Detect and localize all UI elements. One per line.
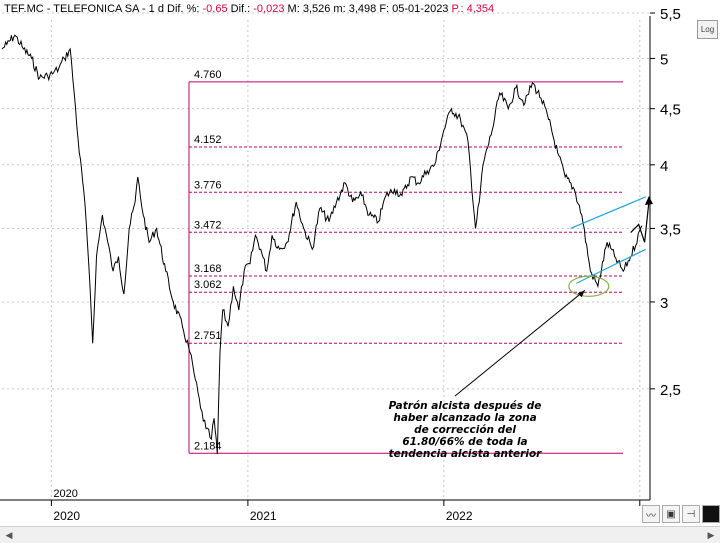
fill-square-icon[interactable]: ■ <box>702 505 720 523</box>
annotation-box: Patrón alcista después de haber alcanzad… <box>388 400 542 460</box>
interval: 1 d <box>148 3 164 15</box>
min-value: 3,498 <box>348 3 377 15</box>
dif-pct-value: -0,65 <box>202 3 228 15</box>
y-tick-label: 3 <box>660 295 668 312</box>
price-label: P.: <box>451 3 464 15</box>
x-tick-label: 2021 <box>250 509 277 523</box>
fib-level-label: 3.472 <box>194 219 222 231</box>
scroll-left-icon[interactable]: ◀ <box>5 529 13 540</box>
wave-tool-icon[interactable]: 〰 <box>642 505 660 523</box>
max-label: M: <box>287 3 300 15</box>
projection-arrowhead <box>644 195 653 205</box>
date-value: 05-01-2023 <box>392 3 449 15</box>
y-tick-label: 4 <box>660 158 668 175</box>
projection-zigzag <box>630 201 650 243</box>
log-scale-button[interactable]: Log <box>697 20 718 39</box>
dif-pct-label: Dif. %: <box>167 3 200 15</box>
annotation-pointer <box>454 289 586 397</box>
max-value: 3,526 <box>302 3 331 15</box>
dif-label: Dif.: <box>230 3 251 15</box>
channel-lower-line <box>576 248 646 284</box>
fib-level-label: 3.168 <box>194 263 222 275</box>
annotation-text: Patrón alcista después de haber alcanzad… <box>388 400 542 460</box>
symbol-name: TEF.MC - TELEFONICA SA - <box>4 3 146 15</box>
y-tick-label: 5 <box>660 51 668 68</box>
fib-level-label: 4.760 <box>194 69 222 81</box>
pin-icon[interactable]: ⊣ <box>682 505 700 523</box>
save-icon[interactable]: ▣ <box>662 505 680 523</box>
fib-level-label: 3.776 <box>194 179 222 191</box>
chart-header: TEF.MC - TELEFONICA SA - 1 d Dif. %: -0,… <box>4 3 494 15</box>
grid <box>2 12 650 500</box>
fibonacci-retracement: 4.760 4.152 3.776 3.472 3.168 3.062 2.751 2.184 <box>188 69 623 454</box>
y-tick-label: 5,5 <box>660 6 681 23</box>
channel-upper-line <box>570 196 646 230</box>
price-line <box>1 34 643 455</box>
fib-level-label: 2.184 <box>194 440 222 452</box>
fib-level-label: 3.062 <box>194 279 222 291</box>
fib-level-label: 2.751 <box>194 330 222 342</box>
x-axis: 202020212022202020 <box>0 488 655 523</box>
y-axis: 5,5 5 4,5 4 3,5 3 2,5 <box>649 6 681 500</box>
x-tick-label: 2020 <box>53 509 80 523</box>
min-label: m: <box>333 3 346 15</box>
dif-value: -0,023 <box>253 3 285 15</box>
chart-toolbar: 〰 ▣ ⊣ ■ <box>640 505 720 523</box>
y-tick-label: 2,5 <box>660 382 681 399</box>
price-series <box>1 34 643 455</box>
annotation-arrowhead <box>577 290 585 298</box>
fib-level-label: 4.152 <box>194 134 222 146</box>
inner-year-label: 2020 <box>53 488 77 500</box>
horizontal-scrollbar[interactable]: ◀ ▶ <box>0 526 720 543</box>
low-highlight-ellipse <box>568 275 610 297</box>
x-tick-label: 2022 <box>446 509 473 523</box>
date-label: F: <box>379 3 390 15</box>
price-value: 4,354 <box>466 3 495 15</box>
y-tick-label: 4,5 <box>660 102 681 119</box>
chart-overlays: Patrón alcista después de haber alcanzad… <box>388 195 653 460</box>
scroll-right-icon[interactable]: ▶ <box>707 529 715 540</box>
y-tick-label: 3,5 <box>660 221 681 238</box>
